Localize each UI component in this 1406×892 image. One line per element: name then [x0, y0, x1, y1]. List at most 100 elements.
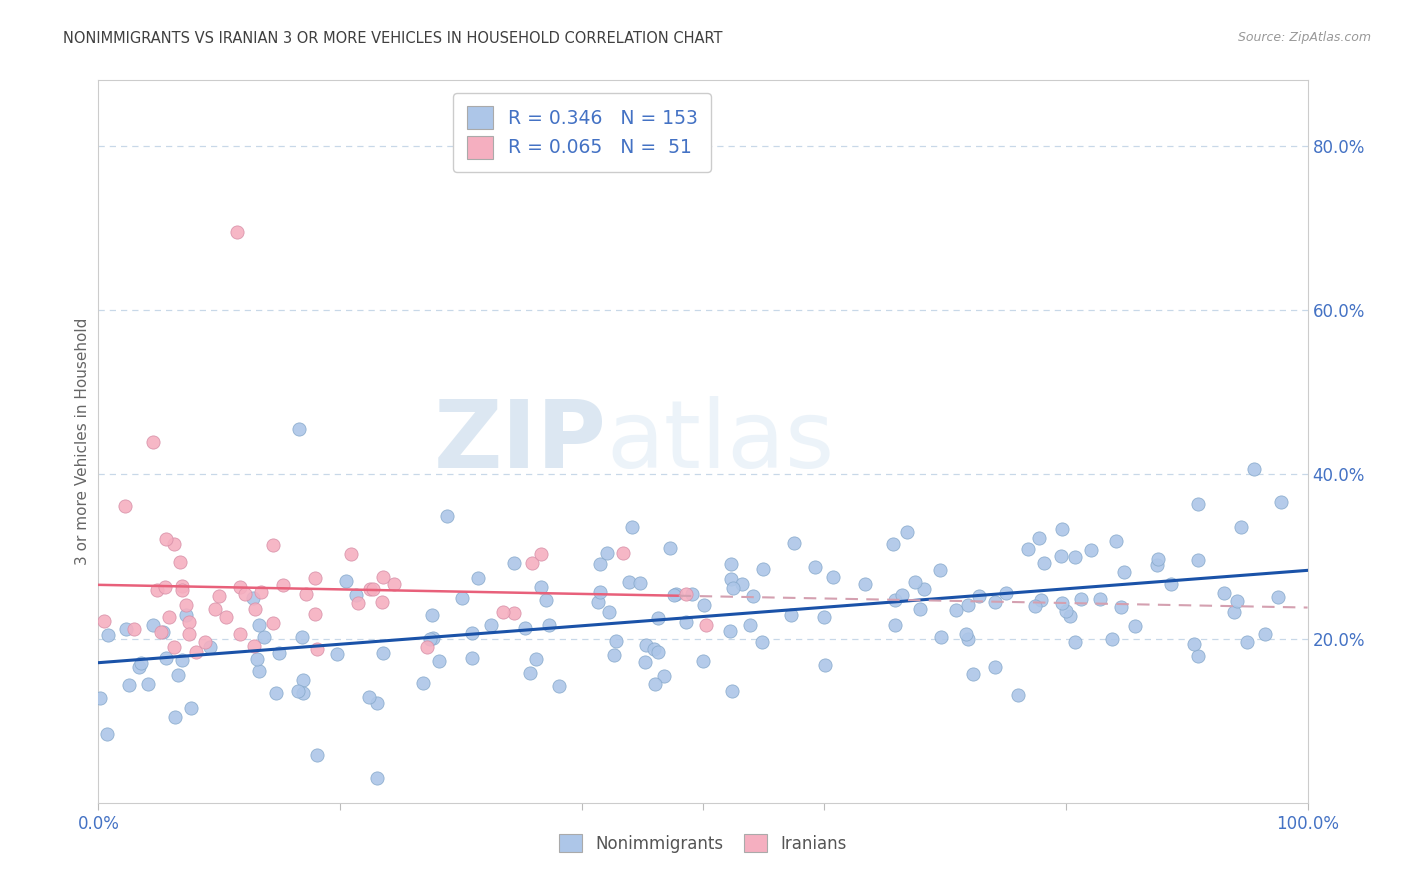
Point [461, 626, 484, 640]
Point [751, 635, 773, 649]
Point [548, 680, 571, 694]
Point [692, 654, 714, 668]
Point [813, 658, 835, 673]
Point [908, 602, 931, 616]
Point [419, 632, 441, 646]
Point [605, 634, 627, 648]
Point [152, 624, 174, 639]
Point [249, 585, 271, 599]
Point [1064, 634, 1087, 648]
Point [262, 615, 284, 630]
Point [955, 626, 977, 640]
Point [1160, 576, 1182, 591]
Point [253, 630, 276, 644]
Point [589, 585, 612, 599]
Point [1050, 549, 1073, 563]
Point [586, 594, 609, 608]
Point [598, 605, 620, 619]
Point [621, 520, 644, 534]
Point [304, 571, 326, 585]
Point [1101, 632, 1123, 647]
Point [359, 690, 381, 704]
Point [731, 577, 754, 591]
Point [167, 668, 190, 682]
Point [742, 590, 765, 604]
Point [945, 603, 967, 617]
Point [292, 673, 315, 688]
Point [170, 579, 193, 593]
Point [97, 628, 120, 642]
Point [146, 583, 169, 598]
Point [1187, 648, 1209, 663]
Point [269, 646, 291, 660]
Point [172, 653, 194, 667]
Point [1050, 596, 1073, 610]
Point [366, 771, 388, 785]
Point [1123, 619, 1146, 633]
Point [249, 665, 271, 679]
Point [884, 593, 907, 607]
Point [136, 677, 159, 691]
Point [179, 627, 201, 641]
Point [1024, 599, 1046, 613]
Text: atlas: atlas [606, 395, 835, 488]
Point [612, 546, 634, 560]
Point [652, 669, 675, 683]
Point [519, 665, 541, 680]
Point [675, 586, 697, 600]
Point [983, 659, 1005, 673]
Point [229, 580, 252, 594]
Point [1105, 534, 1128, 549]
Point [994, 586, 1017, 600]
Point [427, 654, 450, 668]
Point [1184, 637, 1206, 651]
Point [891, 588, 914, 602]
Point [1028, 532, 1050, 546]
Point [361, 582, 384, 597]
Point [186, 645, 208, 659]
Point [752, 562, 775, 576]
Point [247, 618, 270, 632]
Point [117, 678, 139, 692]
Point [903, 574, 925, 589]
Point [1054, 604, 1077, 618]
Point [115, 622, 138, 636]
Point [366, 696, 388, 710]
Point [647, 645, 669, 659]
Point [335, 574, 357, 588]
Point [721, 684, 744, 698]
Point [436, 509, 458, 524]
Point [647, 610, 669, 624]
Point [967, 589, 990, 603]
Point [738, 617, 761, 632]
Point [1088, 591, 1111, 606]
Point [720, 572, 742, 586]
Point [643, 641, 665, 656]
Point [172, 582, 194, 597]
Point [243, 640, 266, 654]
Text: NONIMMIGRANTS VS IRANIAN 3 OR MORE VEHICLES IN HOUSEHOLD CORRELATION CHART: NONIMMIGRANTS VS IRANIAN 3 OR MORE VEHIC… [63, 31, 723, 46]
Point [371, 646, 394, 660]
Point [1226, 594, 1249, 608]
Point [93, 614, 115, 628]
Point [295, 587, 318, 601]
Point [1033, 557, 1056, 571]
Point [695, 618, 717, 632]
Point [198, 640, 221, 654]
Point [215, 610, 238, 624]
Point [1059, 608, 1081, 623]
Point [1187, 497, 1209, 511]
Point [589, 557, 612, 571]
Point [422, 632, 444, 646]
Point [1050, 522, 1073, 536]
Point [1109, 599, 1132, 614]
Point [461, 651, 484, 665]
Point [89, 691, 111, 706]
Point [502, 607, 524, 621]
Point [420, 607, 443, 622]
Point [884, 618, 907, 632]
Point [720, 558, 742, 572]
Point [291, 630, 314, 644]
Point [163, 536, 186, 550]
Text: Source: ZipAtlas.com: Source: ZipAtlas.com [1237, 31, 1371, 45]
